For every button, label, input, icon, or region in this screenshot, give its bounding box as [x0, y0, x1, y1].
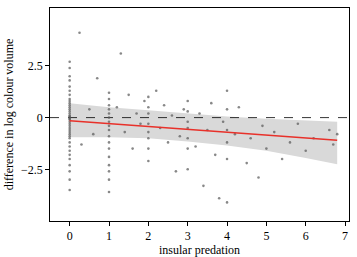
- svg-text:difference in log colour volum: difference in log colour volume: [2, 39, 16, 191]
- svg-text:4: 4: [224, 229, 230, 243]
- svg-text:2: 2: [145, 229, 151, 243]
- svg-text:−2.5: −2.5: [21, 163, 43, 177]
- svg-text:6: 6: [303, 229, 309, 243]
- svg-text:2.5: 2.5: [28, 59, 43, 73]
- svg-text:0: 0: [67, 229, 73, 243]
- svg-text:0: 0: [37, 111, 43, 125]
- svg-text:7: 7: [342, 229, 348, 243]
- svg-text:5: 5: [263, 229, 269, 243]
- svg-text:insular predation: insular predation: [159, 243, 240, 257]
- svg-text:1: 1: [106, 229, 112, 243]
- svg-text:3: 3: [185, 229, 191, 243]
